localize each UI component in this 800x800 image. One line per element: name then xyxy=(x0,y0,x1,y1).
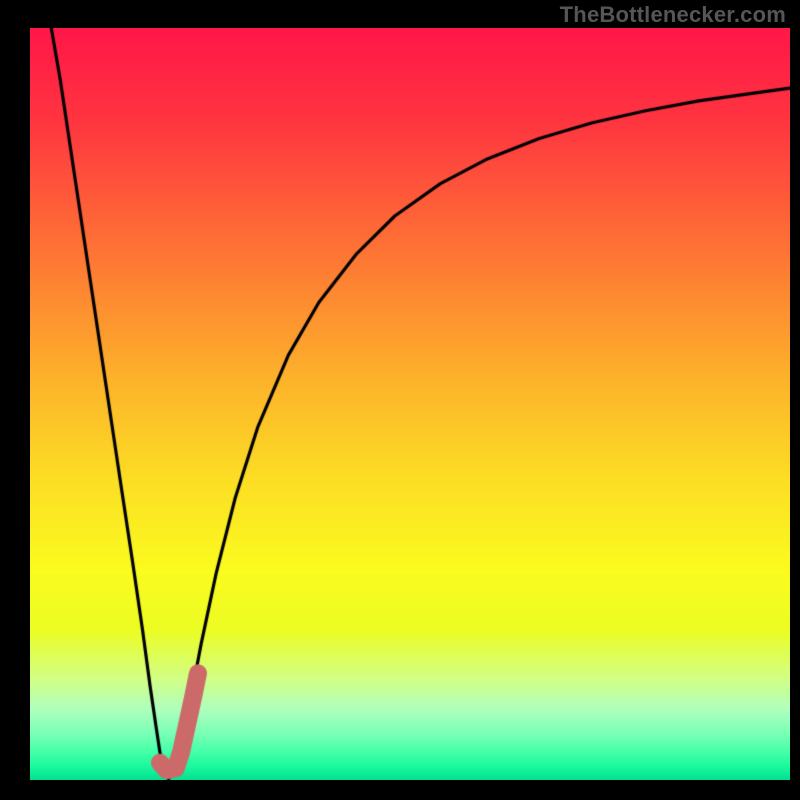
chart-frame: TheBottlenecker.com xyxy=(0,0,800,800)
watermark-text: TheBottlenecker.com xyxy=(560,2,786,28)
plot-area xyxy=(30,28,790,780)
curve-canvas xyxy=(30,28,790,780)
